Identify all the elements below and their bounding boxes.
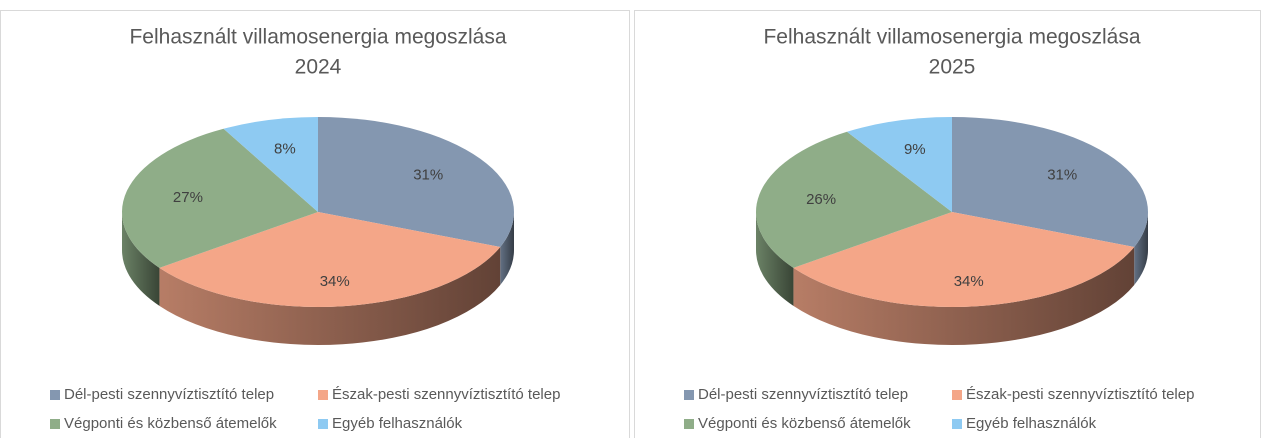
- chart-subtitle: 2024: [295, 56, 342, 79]
- data-label: 34%: [320, 273, 350, 290]
- data-label: 26%: [806, 191, 836, 208]
- slice: [952, 117, 1148, 247]
- legend-label: Észak-pesti szennyvíztisztító telep: [966, 386, 1194, 403]
- slice-side: [500, 212, 514, 285]
- legend-label: Egyéb felhasználók: [966, 415, 1097, 432]
- slice-side: [793, 246, 1135, 345]
- slice: [159, 212, 501, 308]
- slice: [793, 212, 1135, 308]
- chart-subtitle: 2025: [929, 56, 976, 79]
- data-label: 9%: [904, 141, 926, 158]
- slice: [318, 117, 514, 247]
- slice-side: [756, 212, 794, 306]
- data-label: 8%: [274, 140, 296, 157]
- slice: [121, 128, 318, 268]
- legend-label: Egyéb felhasználók: [332, 415, 463, 432]
- legend-label: Végponti és közbenső átemelők: [64, 415, 277, 432]
- slice: [756, 131, 952, 268]
- chart-title: Felhasznált villamosenergia megoszlása: [763, 26, 1140, 49]
- legend-label: Észak-pesti szennyvíztisztító telep: [332, 386, 560, 403]
- slice-side: [122, 212, 160, 306]
- data-label: 34%: [954, 273, 984, 290]
- slice: [223, 117, 318, 212]
- slice-side: [1134, 212, 1148, 285]
- legend-swatch: [318, 419, 328, 429]
- legend-label: Dél-pesti szennyvíztisztító telep: [64, 386, 274, 403]
- data-label: 31%: [1047, 167, 1077, 184]
- data-label: 27%: [173, 189, 203, 206]
- legend-swatch: [684, 419, 694, 429]
- slice-side: [159, 246, 501, 346]
- legend-label: Dél-pesti szennyvíztisztító telep: [698, 386, 908, 403]
- legend-swatch: [318, 390, 328, 400]
- slice: [846, 117, 952, 212]
- legend-swatch: [684, 390, 694, 400]
- legend-swatch: [50, 390, 60, 400]
- chart-title: Felhasznált villamosenergia megoszlása: [129, 26, 506, 49]
- legend-swatch: [952, 390, 962, 400]
- legend-swatch: [50, 419, 60, 429]
- legend-swatch: [952, 419, 962, 429]
- data-label: 31%: [413, 167, 443, 184]
- legend-label: Végponti és közbenső átemelők: [698, 415, 911, 432]
